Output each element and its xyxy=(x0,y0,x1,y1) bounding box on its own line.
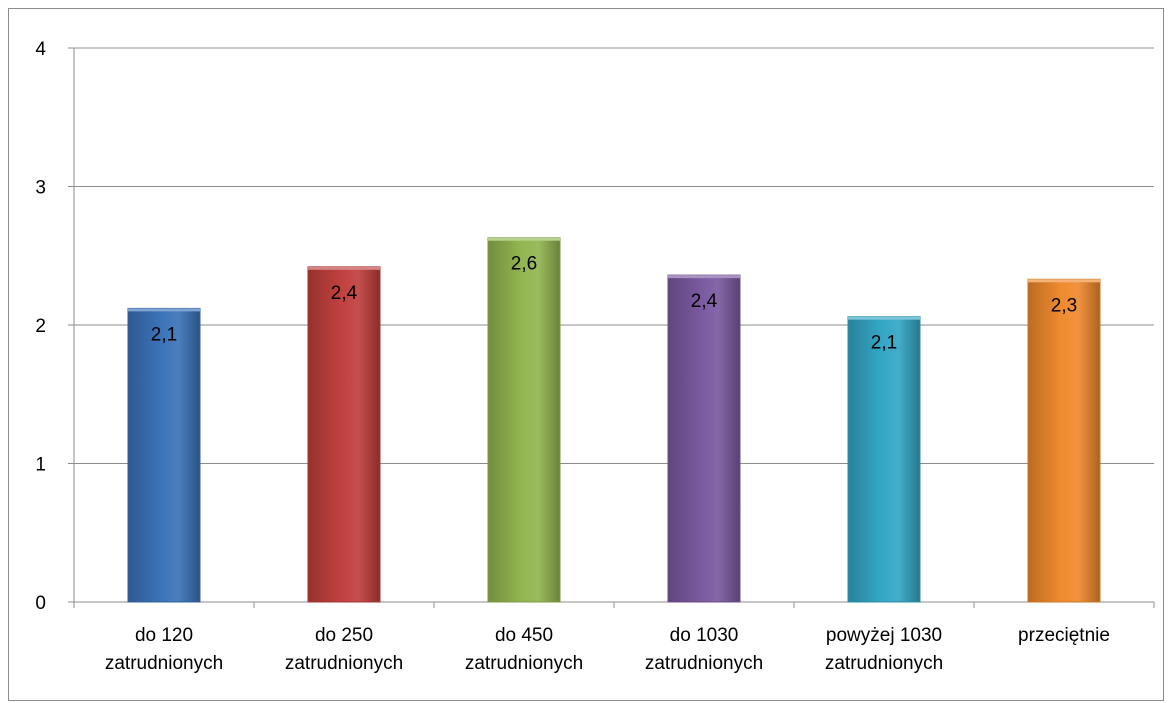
bar-top-highlight xyxy=(848,316,920,320)
bar xyxy=(127,307,201,603)
x-category-label-line: powyżej 1030 xyxy=(826,625,942,646)
bar xyxy=(667,274,741,603)
bars xyxy=(127,237,1101,603)
x-category-label: do 120 zatrudnionych xyxy=(105,625,223,674)
bar xyxy=(1027,278,1101,603)
x-category-label-line: do 1030 xyxy=(670,625,739,646)
y-tick-label: 2 xyxy=(35,316,46,337)
data-label: 2,6 xyxy=(511,254,537,275)
y-tick-label: 0 xyxy=(35,593,46,614)
data-label: 2,4 xyxy=(331,283,358,304)
x-category-label-line: do 120 xyxy=(135,625,193,646)
x-category-label: przeciętnie xyxy=(1018,625,1110,646)
x-category-label-line: zatrudnionych xyxy=(645,653,763,674)
bar-top-highlight xyxy=(128,308,200,312)
chart-frame xyxy=(8,8,1164,701)
bar xyxy=(487,237,561,603)
bar-top-highlight xyxy=(1028,279,1100,283)
data-label: 2,1 xyxy=(871,333,897,354)
labels: 0 1 2 3 4 2,1 do 120 zatrudnionych 2,4 do 250 zatr… xyxy=(35,39,1110,674)
x-category-label: powyżej 1030 zatrudnionych xyxy=(825,625,943,674)
x-category-label: do 250 zatrudnionych xyxy=(285,625,403,674)
bar xyxy=(847,316,921,603)
y-tick-label: 1 xyxy=(35,455,46,476)
data-label: 2,3 xyxy=(1051,295,1077,316)
bar xyxy=(307,266,381,603)
x-category-label: do 1030 zatrudnionych xyxy=(645,625,763,674)
y-tick-label: 3 xyxy=(35,178,46,199)
y-tick-label: 4 xyxy=(35,39,46,60)
x-category-label-line: do 450 xyxy=(495,625,553,646)
x-category-label: do 450 zatrudnionych xyxy=(465,625,583,674)
data-label: 2,1 xyxy=(151,324,177,345)
bar-top-highlight xyxy=(668,275,740,279)
bar-top-highlight xyxy=(308,266,380,270)
data-label: 2,4 xyxy=(691,291,718,312)
gridlines xyxy=(74,47,1154,464)
x-category-label-line: zatrudnionych xyxy=(825,653,943,674)
x-category-label-line: zatrudnionych xyxy=(105,653,223,674)
x-category-label-line: do 250 xyxy=(315,625,373,646)
axes xyxy=(68,47,1155,608)
x-category-label-line: zatrudnionych xyxy=(285,653,403,674)
x-category-label-line: przeciętnie xyxy=(1018,625,1110,646)
bar-top-highlight xyxy=(488,237,560,241)
x-category-label-line: zatrudnionych xyxy=(465,653,583,674)
